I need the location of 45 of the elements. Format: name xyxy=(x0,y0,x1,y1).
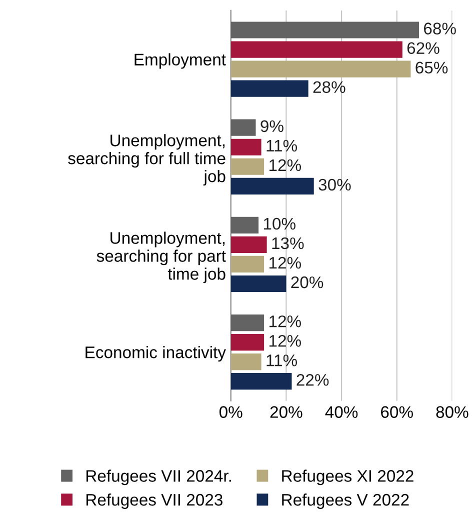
data-label: 13% xyxy=(272,237,304,250)
data-label: 68% xyxy=(424,22,456,34)
data-label: 20% xyxy=(291,276,324,288)
legend-label: Refugees XI 2022 xyxy=(282,470,414,486)
data-label: 12% xyxy=(270,256,301,269)
data-label: 12% xyxy=(270,334,301,347)
legend-label: Refugees V 2022 xyxy=(282,493,409,509)
data-label: 28% xyxy=(313,81,346,94)
data-label: 12% xyxy=(270,315,301,328)
bar xyxy=(230,314,264,332)
bar xyxy=(230,80,308,97)
y-tick-label: Employment xyxy=(134,53,226,69)
x-tick-label: 40% xyxy=(325,406,358,418)
y-tick-label: Unemployment, searching for part time job xyxy=(96,232,226,284)
bar xyxy=(230,373,292,390)
legend-label: Refugees VII 2023 xyxy=(86,493,222,509)
data-label: 65% xyxy=(416,62,448,74)
bar xyxy=(230,41,402,58)
bar xyxy=(230,354,262,370)
bar xyxy=(230,216,259,234)
bar xyxy=(230,275,286,292)
x-tick-label: 0% xyxy=(219,406,242,418)
data-label: 11% xyxy=(266,354,297,366)
legend-label: Refugees VII 2024r. xyxy=(86,470,231,486)
y-tick-label: Unemployment, searching for full time job xyxy=(68,134,226,186)
data-label: 30% xyxy=(318,178,351,191)
x-tick-label: 20% xyxy=(270,406,302,418)
bar xyxy=(230,256,264,273)
bar xyxy=(230,158,264,175)
data-label: 10% xyxy=(264,218,296,230)
x-tick-label: 60% xyxy=(381,406,413,418)
data-label: 9% xyxy=(260,120,284,132)
bar xyxy=(230,119,256,136)
data-label: 62% xyxy=(407,42,440,54)
bar xyxy=(230,236,267,254)
y-tick-label: Economic inactivity xyxy=(86,346,226,362)
bar xyxy=(230,334,264,351)
data-label: 11% xyxy=(266,140,297,152)
x-tick-label: 80% xyxy=(436,406,468,418)
data-label: 22% xyxy=(296,374,329,386)
data-label: 12% xyxy=(270,159,301,172)
bar xyxy=(230,178,314,194)
bar xyxy=(230,138,262,156)
bar xyxy=(230,60,411,78)
bar xyxy=(230,22,419,38)
